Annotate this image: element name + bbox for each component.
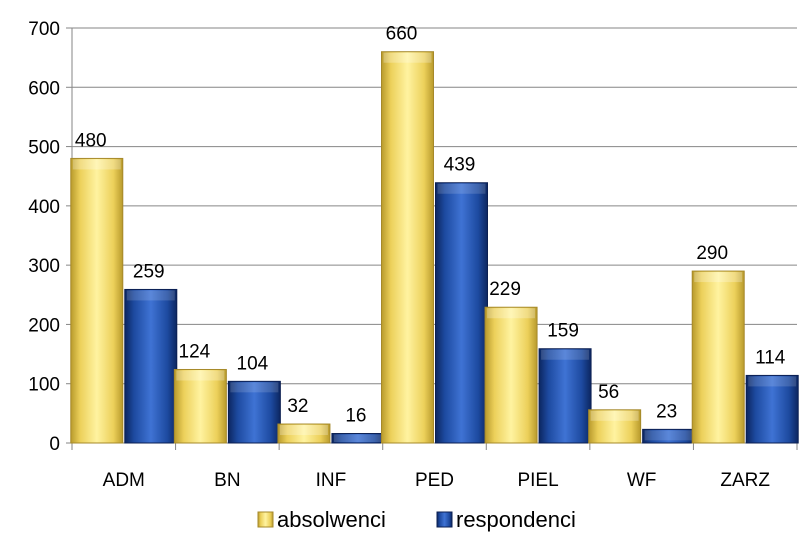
legend-label-absolwenci: absolwenci	[277, 507, 386, 532]
data-label-absolwenci-piel: 229	[489, 279, 521, 300]
y-tick-label: 500	[28, 138, 60, 159]
bar-bevel	[230, 382, 279, 393]
data-label-respondenci-inf: 16	[345, 406, 366, 427]
legend-swatch-absolwenci	[257, 511, 274, 528]
bar-respondenci-adm	[124, 288, 178, 444]
bars	[70, 51, 799, 444]
legend: absolwenci respondenci	[257, 507, 576, 532]
bar-absolwenci-zarz	[691, 270, 745, 444]
data-label-absolwenci-ped: 660	[386, 24, 418, 45]
bar-respondenci-ped	[435, 182, 488, 444]
data-label-respondenci-bn: 104	[237, 353, 269, 374]
data-label-absolwenci-zarz: 290	[696, 243, 728, 264]
bar-bevel	[694, 272, 743, 283]
data-label-respondenci-wf: 23	[656, 401, 677, 422]
bar-bevel	[541, 349, 590, 360]
bar-bevel	[279, 425, 328, 436]
y-tick-label: 200	[28, 315, 60, 336]
y-tick-label: 700	[28, 19, 60, 40]
bar-bevel	[644, 430, 693, 441]
data-label-absolwenci-inf: 32	[287, 396, 308, 417]
x-tick-label: PIEL	[517, 470, 558, 491]
bar-respondenci-zarz	[745, 374, 799, 444]
legend-label-respondenci: respondenci	[456, 507, 576, 532]
data-label-absolwenci-wf: 56	[598, 382, 619, 403]
legend-swatch-respondenci	[436, 511, 453, 528]
bar-bevel	[383, 52, 432, 63]
data-label-respondenci-adm: 259	[133, 261, 165, 282]
bar-bevel	[437, 183, 486, 194]
data-label-absolwenci-adm: 480	[75, 130, 107, 151]
bar-absolwenci-adm	[70, 157, 124, 444]
y-tick-label: 0	[49, 434, 60, 455]
bar-absolwenci-ped	[381, 51, 434, 444]
y-tick-label: 300	[28, 256, 60, 277]
y-tick-label: 100	[28, 375, 60, 396]
bar-absolwenci-bn	[173, 368, 227, 444]
bar-bevel	[487, 308, 536, 319]
y-tick-label: 400	[28, 197, 60, 218]
bar-bevel	[176, 370, 225, 381]
bar-absolwenci-piel	[484, 306, 538, 444]
x-tick-label: INF	[316, 470, 347, 491]
x-tick-label: ZARZ	[720, 470, 770, 491]
x-tick-label: WF	[627, 470, 657, 491]
data-label-respondenci-ped: 439	[444, 155, 476, 176]
bar-bevel	[126, 290, 175, 301]
bar-absolwenci-inf	[277, 423, 331, 444]
bar-bevel	[748, 376, 797, 387]
bar-respondenci-piel	[538, 348, 592, 444]
bar-bevel	[72, 159, 121, 170]
bar-respondenci-bn	[227, 380, 281, 444]
x-tick-label: ADM	[103, 470, 145, 491]
bar-absolwenci-wf	[588, 409, 642, 444]
bar-bevel	[590, 410, 639, 421]
data-labels: 480 259 124 104 32 16 660 439 229 159 56 23 290 114	[75, 24, 786, 427]
bar-bevel	[333, 434, 382, 442]
data-label-respondenci-piel: 159	[547, 321, 579, 342]
y-tick-label: 600	[28, 78, 60, 99]
data-label-respondenci-zarz: 114	[755, 347, 786, 368]
data-label-absolwenci-bn: 124	[179, 341, 211, 362]
x-tick-label: BN	[214, 470, 240, 491]
x-tick-label: PED	[415, 470, 454, 491]
